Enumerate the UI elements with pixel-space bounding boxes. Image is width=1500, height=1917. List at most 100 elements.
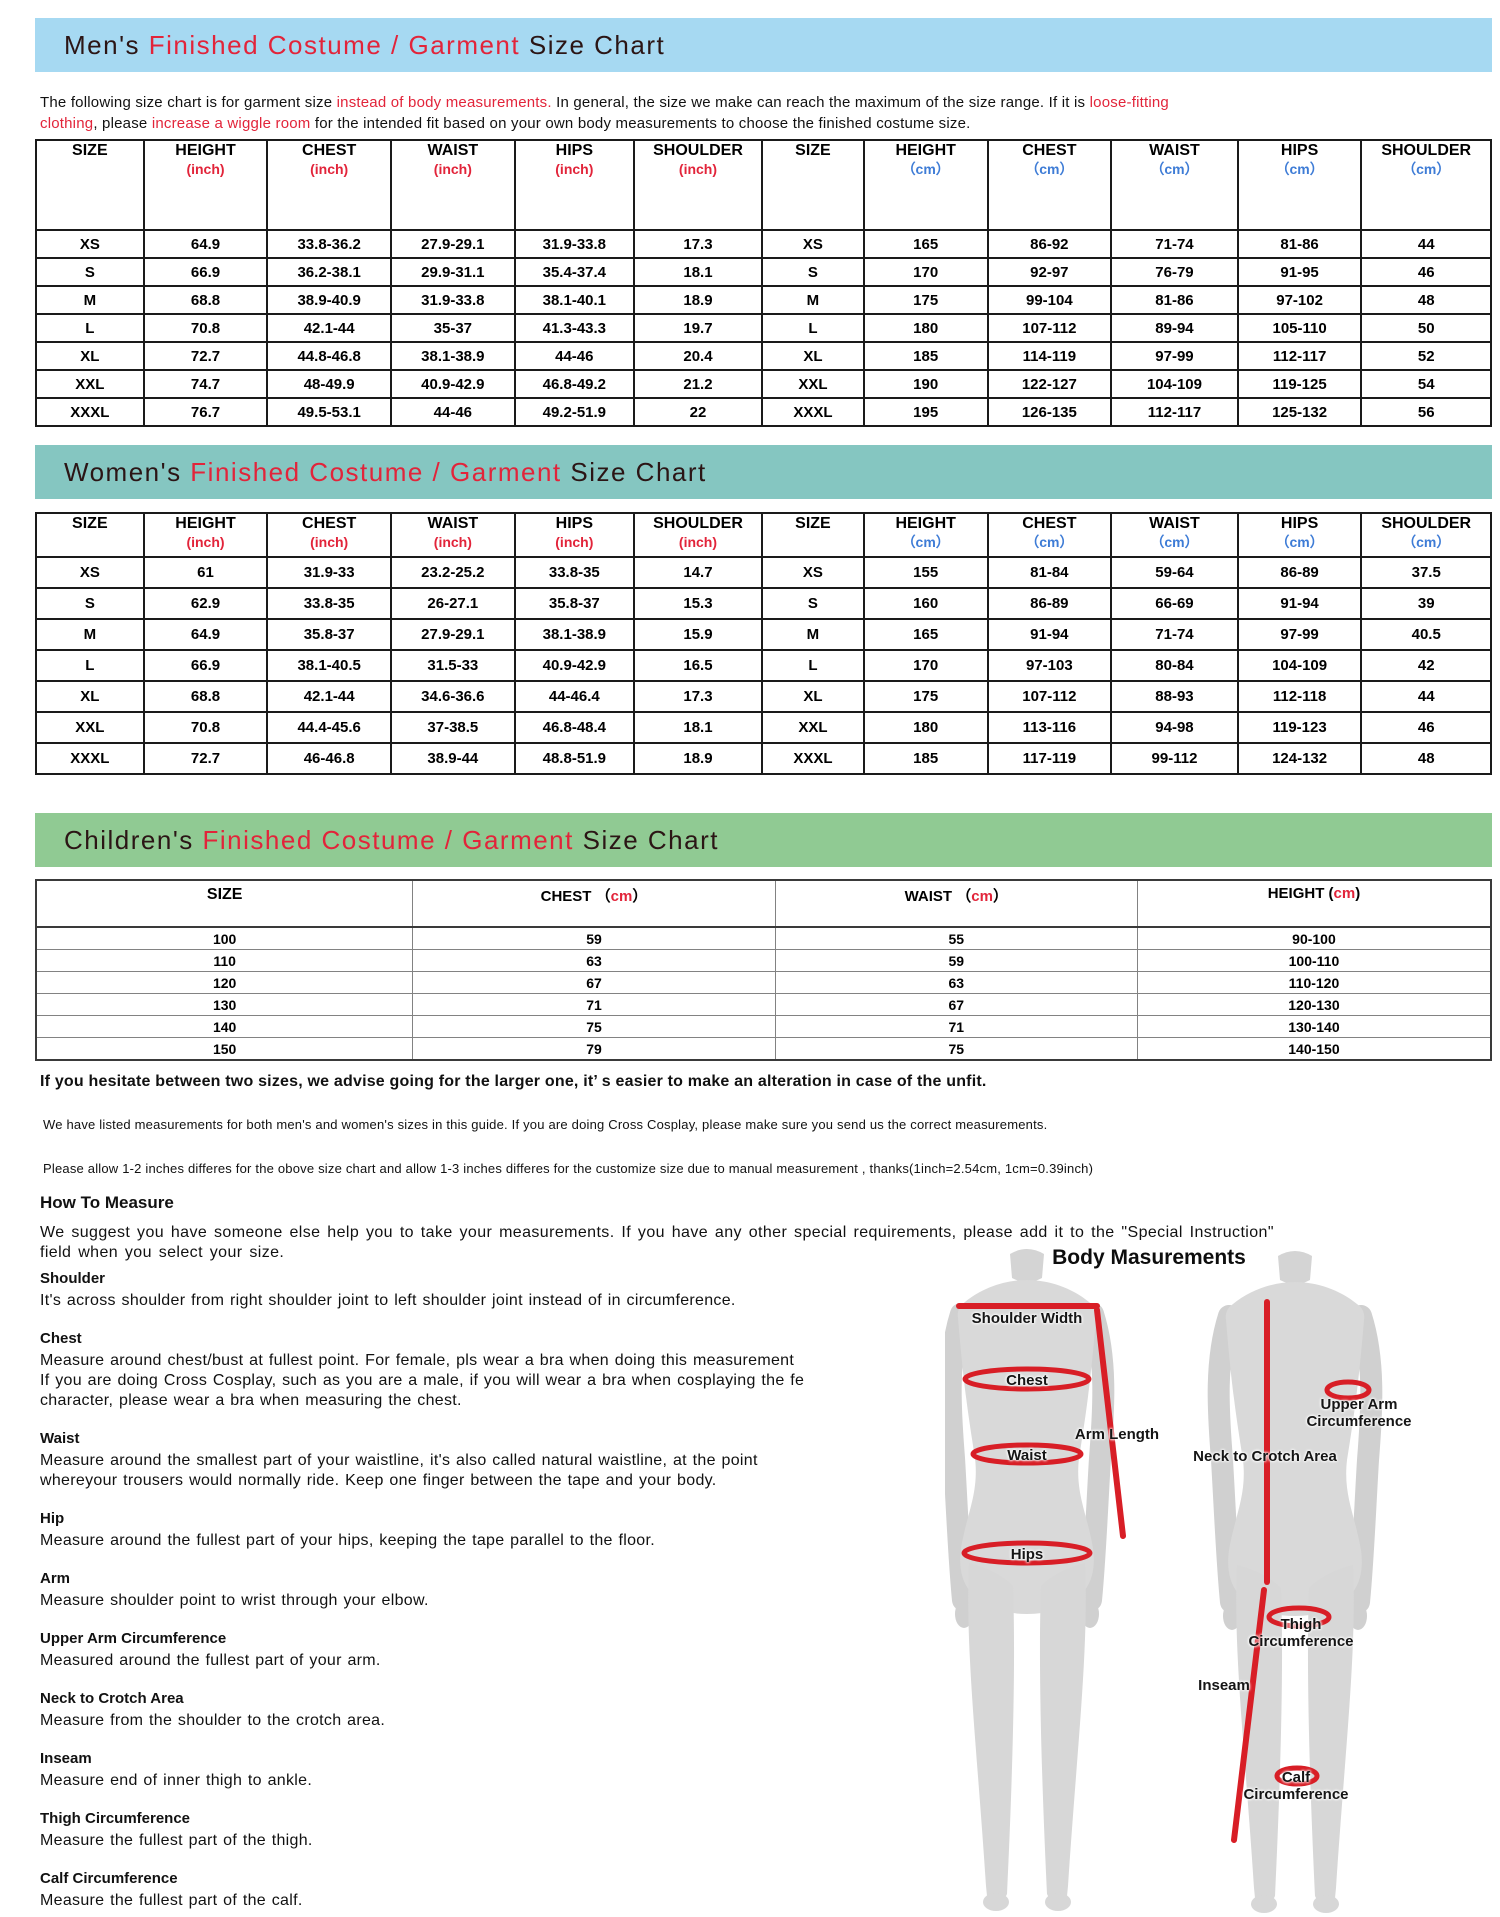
table-cell: 38.1-38.9 xyxy=(513,618,635,651)
column-header: SIZE xyxy=(761,512,865,558)
table-cell: 46-46.8 xyxy=(266,742,392,775)
table-row: 130 71 67 120-130 xyxy=(35,993,1492,1016)
column-header: SIZE xyxy=(35,512,145,558)
table-cell: 35.8-37 xyxy=(513,587,635,620)
table-cell: 140-150 xyxy=(1136,1037,1492,1061)
measure-section-text: It's across shoulder from right shoulder… xyxy=(40,1292,736,1309)
text-segment: Children's xyxy=(64,825,203,855)
measure-section: Hip Measure around the fullest part of yo… xyxy=(40,1509,1492,1551)
table-row: 150 79 75 140-150 xyxy=(35,1037,1492,1061)
table-cell: XL xyxy=(35,341,145,371)
table-cell: 48 xyxy=(1360,285,1492,315)
table-cell: 48 xyxy=(1360,742,1492,775)
waist-ellipse xyxy=(970,1442,1084,1466)
column-header: HEIGHT （cm） xyxy=(862,512,989,558)
table-cell: XXXL xyxy=(761,397,865,427)
table-cell: 49.5-53.1 xyxy=(266,397,392,427)
table-cell: 40.9-42.9 xyxy=(390,369,516,399)
table-cell: 92-97 xyxy=(986,257,1113,287)
table-cell: 21.2 xyxy=(632,369,764,399)
table-cell: 31.9-33.8 xyxy=(390,285,516,315)
how-to-intro-line: We suggest you have someone else help yo… xyxy=(40,1224,1274,1241)
table-cell: 100 xyxy=(35,926,414,950)
measure-section-heading: Waist xyxy=(40,1430,80,1447)
table-cell: 97-99 xyxy=(1110,341,1239,371)
table-cell: 90-100 xyxy=(1136,926,1492,950)
table-cell: 50 xyxy=(1360,313,1492,343)
table-cell: 113-116 xyxy=(986,711,1113,744)
table-cell: 48-49.9 xyxy=(266,369,392,399)
text-segment: , please xyxy=(93,115,152,132)
women-chart-header-bar: Women's Finished Costume / Garment Size … xyxy=(35,445,1492,499)
thigh-ellipse xyxy=(1266,1605,1332,1629)
table-cell: XXL xyxy=(761,369,865,399)
table-cell: 71 xyxy=(774,1015,1138,1038)
table-cell: 22 xyxy=(632,397,764,427)
text-segment: Men's xyxy=(64,30,149,60)
table-row: L 66.9 38.1-40.5 31.5-33 40.9-42.9 16.5 L 170 97… xyxy=(35,649,1492,682)
table-row: XXXL 72.7 46-46.8 38.9-44 48.8-51.9 18.9 XXXL 1… xyxy=(35,742,1492,775)
table-cell: 54 xyxy=(1360,369,1492,399)
table-row: M 64.9 35.8-37 27.9-29.1 38.1-38.9 15.9 M 165 91… xyxy=(35,618,1492,651)
how-to-intro-line: field when you select your size. xyxy=(40,1244,285,1261)
chest-ellipse xyxy=(962,1366,1092,1392)
table-cell: 68.8 xyxy=(142,285,269,315)
hips-ellipse xyxy=(961,1540,1093,1566)
text-segment: loose-fitting xyxy=(1089,94,1169,111)
measure-section-heading: Shoulder xyxy=(40,1270,106,1287)
table-cell: L xyxy=(761,649,865,682)
waist-label: Waist xyxy=(1007,1447,1047,1464)
table-cell: 42.1-44 xyxy=(266,313,392,343)
table-row: M 68.8 38.9-40.9 31.9-33.8 38.1-40.1 18.9 M 175… xyxy=(35,285,1492,315)
table-cell: S xyxy=(761,257,865,287)
table-cell: 44-46.4 xyxy=(513,680,635,713)
table-cell: 31.9-33 xyxy=(266,556,392,589)
column-header: SIZE xyxy=(761,139,865,231)
table-cell: 42.1-44 xyxy=(266,680,392,713)
measure-section-text: Measure the fullest part of the thigh. xyxy=(40,1832,313,1849)
table-cell: 27.9-29.1 xyxy=(390,618,516,651)
allow-note: Please allow 1-2 inches differes for the… xyxy=(43,1161,1094,1176)
table-cell: 18.1 xyxy=(632,711,764,744)
table-cell: 117-119 xyxy=(986,742,1113,775)
table-cell: 44-46 xyxy=(390,397,516,427)
column-header: SHOULDER （cm） xyxy=(1360,512,1492,558)
table-cell: 81-86 xyxy=(1236,229,1363,259)
column-header: HIPS （cm） xyxy=(1236,512,1363,558)
table-row: S 66.9 36.2-38.1 29.9-31.1 35.4-37.4 18.1 S 170… xyxy=(35,257,1492,287)
table-cell: 59-64 xyxy=(1110,556,1239,589)
column-header: HEIGHT (inch) xyxy=(142,512,269,558)
column-header: WAIST （cm） xyxy=(1110,139,1239,231)
table-cell: 71-74 xyxy=(1110,618,1239,651)
table-cell: 46.8-49.2 xyxy=(513,369,635,399)
children-chart-header-bar: Children's Finished Costume / Garment Si… xyxy=(35,813,1492,867)
intro-line: clothing, please increase a wiggle room … xyxy=(40,113,1492,134)
measure-section-heading: Upper Arm Circumference xyxy=(40,1630,227,1647)
column-header: SIZE xyxy=(35,879,414,928)
inseam-line xyxy=(1231,1587,1267,1843)
table-cell: 72.7 xyxy=(142,742,269,775)
column-header: CHEST (inch) xyxy=(266,512,392,558)
column-header: WAIST （cm） xyxy=(774,879,1138,928)
column-header: SHOULDER (inch) xyxy=(632,139,764,231)
table-cell: XS xyxy=(761,229,865,259)
table-cell: 35.8-37 xyxy=(266,618,392,651)
table-cell: 97-99 xyxy=(1236,618,1363,651)
table-cell: 126-135 xyxy=(986,397,1113,427)
table-cell: L xyxy=(761,313,865,343)
column-header: WAIST (inch) xyxy=(390,139,516,231)
table-cell: 26-27.1 xyxy=(390,587,516,620)
measure-section: Waist Measure around the smallest part of… xyxy=(40,1429,1492,1491)
table-cell: 46 xyxy=(1360,711,1492,744)
table-cell: 17.3 xyxy=(632,680,764,713)
measure-section-text: character, please wear a bra when measur… xyxy=(40,1392,462,1409)
measure-section: Upper Arm Circumference Measured around t… xyxy=(40,1629,1492,1671)
table-cell: 91-95 xyxy=(1236,257,1363,287)
table-cell: 180 xyxy=(862,711,989,744)
column-header: HEIGHT （cm） xyxy=(862,139,989,231)
measure-section-text: Measured around the fullest part of your… xyxy=(40,1652,381,1669)
table-cell: 37.5 xyxy=(1360,556,1492,589)
column-header: CHEST （cm） xyxy=(986,139,1113,231)
table-cell: S xyxy=(761,587,865,620)
